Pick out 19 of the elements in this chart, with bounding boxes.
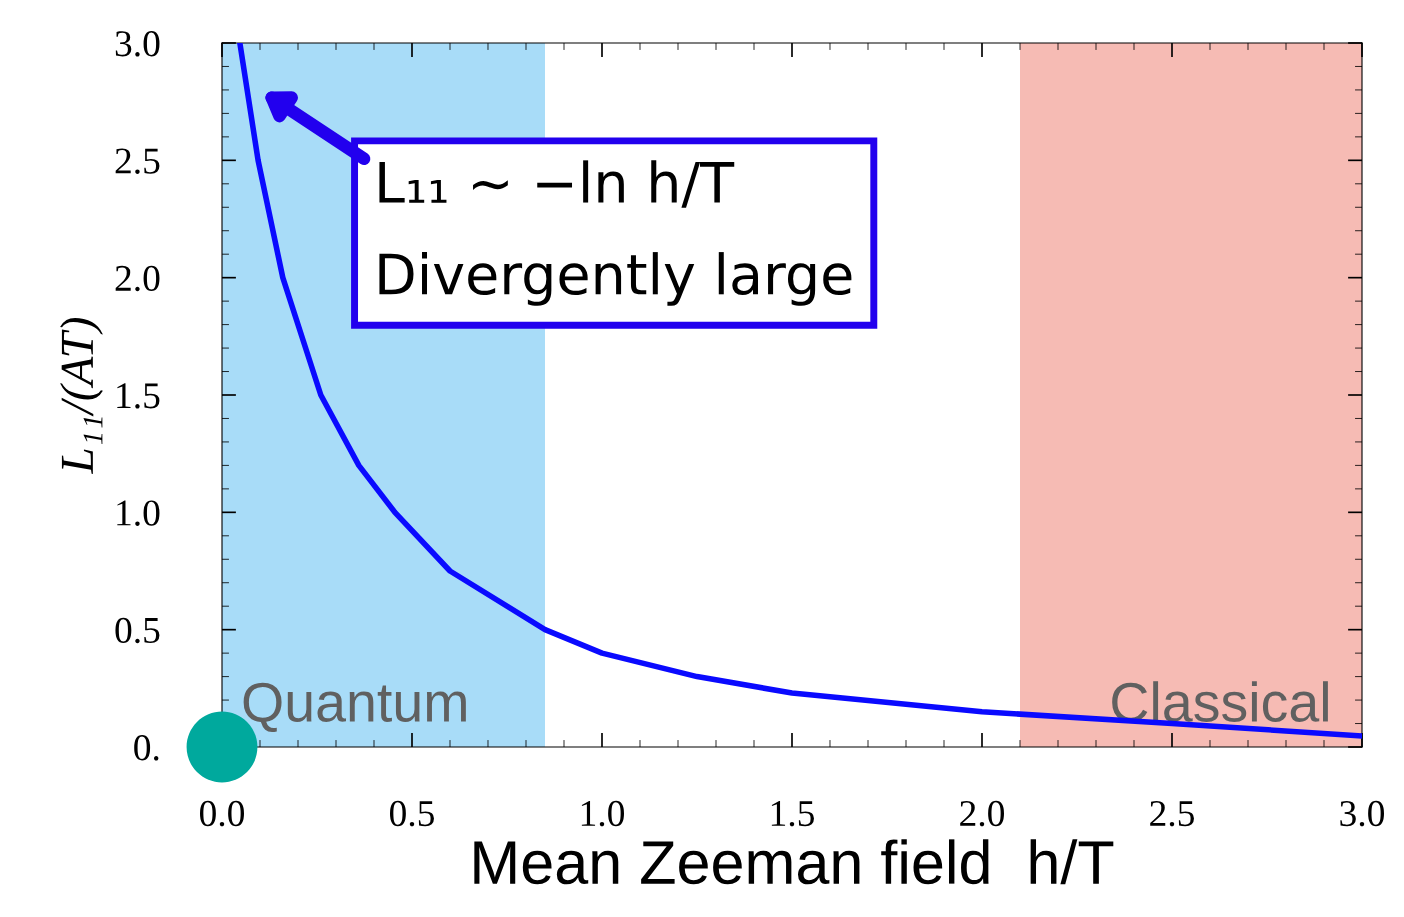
x-tick-label: 0.0 <box>199 800 245 827</box>
x-tick-label: 2.5 <box>1150 800 1194 827</box>
x-tick-label: 0.5 <box>389 800 434 827</box>
x-axis-title: Mean Zeeman field h/T <box>474 839 1114 885</box>
y-tick-label: 1.0 <box>117 500 160 526</box>
y-tick-label: 0. <box>134 735 159 761</box>
y-tick-label: 2.5 <box>115 148 160 174</box>
y-tick-label: 1.5 <box>117 383 160 409</box>
x-tick-label: 2.0 <box>960 800 1005 827</box>
y-tick-label: 3.0 <box>115 31 160 57</box>
band-label: Classical <box>1112 681 1328 723</box>
y-axis-title: L₁₁/(AT) <box>60 317 103 475</box>
x-tick-label: 3.0 <box>1340 800 1385 827</box>
y-tick-label: 2.0 <box>115 265 160 292</box>
annotation: L₁₁ ∼ −ln h/T Divergently large <box>379 160 852 306</box>
band-label: Quantum <box>243 682 466 732</box>
y-tick-label: 0.5 <box>115 617 160 644</box>
x-tick-label: 1.0 <box>581 800 625 827</box>
x-tick-label: 1.5 <box>771 801 814 827</box>
